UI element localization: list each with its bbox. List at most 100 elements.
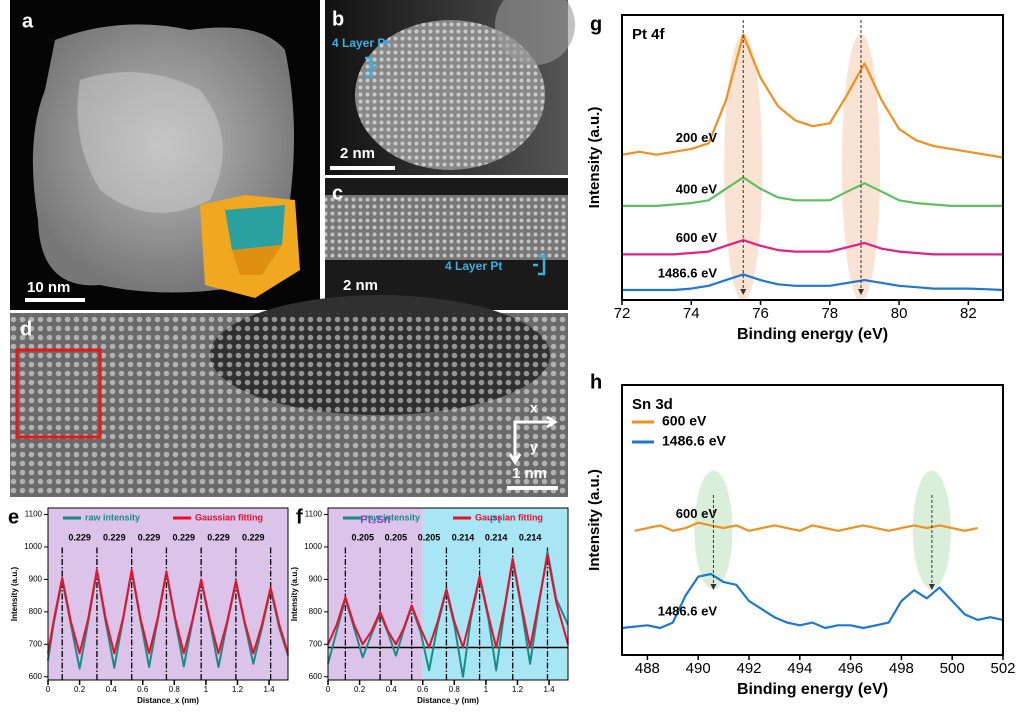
- series-line: [621, 572, 1004, 630]
- series-line: [622, 239, 1003, 256]
- series-label: 600 eV: [676, 230, 718, 245]
- spacing-label: 0.229: [173, 532, 196, 542]
- annotation: 4 Layer Pt: [332, 36, 389, 50]
- y-axis-label: Intensity (a.u.): [586, 107, 603, 209]
- panel-label: h: [590, 371, 602, 393]
- panel-label: a: [22, 10, 34, 32]
- x-tick-label: 1: [484, 685, 489, 694]
- legend-label: Gaussian fitting: [195, 512, 263, 522]
- y-axis-label: Intensity (a.u.): [586, 469, 603, 571]
- legend-label: raw intensity: [85, 512, 140, 522]
- spacing-label: 0.214: [485, 532, 508, 542]
- plot-frame: [47, 507, 289, 681]
- x-tick-label: 492: [736, 660, 761, 677]
- spacing-label: 0.229: [103, 532, 126, 542]
- spacing-label: 0.229: [138, 532, 161, 542]
- spacing-label: 0.214: [452, 532, 475, 542]
- y-tick-label: 600: [309, 672, 323, 681]
- x-tick-label: 82: [960, 305, 977, 322]
- y-axis-label: Intensity (a.u.): [10, 567, 19, 622]
- panel-d: d x y 1 nm: [10, 295, 568, 497]
- x-tick-label: 500: [940, 660, 965, 677]
- scale-bar-label: 2 nm: [340, 145, 375, 162]
- y-tick-label: 800: [29, 607, 43, 616]
- x-tick-label: 490: [686, 660, 711, 677]
- x-tick-label: 0.8: [169, 685, 181, 694]
- x-tick-label: 80: [891, 305, 908, 322]
- panel-label: e: [8, 506, 19, 528]
- x-tick-label: 72: [614, 305, 631, 322]
- plot-frame: [621, 14, 1004, 301]
- y-tick-label: 1000: [24, 542, 42, 551]
- region: [328, 508, 423, 680]
- x-tick-label: 0.4: [106, 685, 118, 694]
- series-label: 600 eV: [676, 506, 718, 521]
- x-tick-label: 494: [787, 660, 812, 677]
- chart: e 0.229 0.229 0.229 0.229 0.229 0.229 raw inten…: [8, 506, 289, 705]
- x-axis-label: Binding energy (eV): [737, 326, 888, 343]
- legend-label: Gaussian fitting: [475, 512, 543, 522]
- x-tick-label: 1.4: [543, 685, 555, 694]
- plot-frame: [327, 507, 569, 681]
- x-tick-label: 0: [326, 685, 331, 694]
- series-line: [327, 554, 569, 649]
- arrow-head: [857, 289, 864, 295]
- panel-label: b: [332, 8, 344, 30]
- x-tick-label: 502: [990, 660, 1015, 677]
- series-line: [621, 33, 1004, 159]
- axis-label: x: [530, 400, 538, 416]
- y-tick-label: 1000: [304, 542, 322, 551]
- panel-c: c 4 Layer Pt 2 nm: [325, 178, 568, 310]
- x-tick-label: 0: [46, 685, 51, 694]
- series-line: [622, 176, 1003, 207]
- series-label: 200 eV: [676, 130, 718, 145]
- series-line: [622, 273, 1004, 292]
- panel-label: g: [590, 13, 602, 35]
- model-cube: [200, 195, 300, 298]
- arrow-head: [740, 289, 747, 295]
- spacing-label: 0.205: [418, 532, 441, 542]
- y-tick-label: 700: [29, 639, 43, 648]
- spacing-label: 0.229: [207, 532, 230, 542]
- chart: g 200 eV 400 eV 600 eV 1486.6 eV Pt 4f 72 74 76 7…: [586, 13, 1004, 343]
- legend-label: raw intensity: [365, 512, 420, 522]
- spacing-label: 0.214: [519, 532, 542, 542]
- arrow-head: [928, 584, 935, 590]
- x-tick-label: 1.4: [263, 685, 275, 694]
- panel-label: c: [332, 182, 343, 204]
- panel-b: b 4 Layer Pt 2 nm: [325, 0, 575, 175]
- x-tick-label: 0.4: [386, 685, 398, 694]
- y-tick-label: 800: [309, 607, 323, 616]
- y-tick-label: 600: [29, 672, 43, 681]
- y-tick-label: 1100: [25, 510, 43, 519]
- x-axis-label: Binding energy (eV): [737, 681, 888, 698]
- x-tick-label: 1.2: [512, 685, 524, 694]
- annotation: 4 Layer Pt: [445, 259, 502, 273]
- chart: h 600 eV 1486.6 eV 600 eV 1486.6 eV Sn 3d 488 4…: [586, 371, 1016, 698]
- series-line: [47, 568, 289, 655]
- x-tick-label: 78: [821, 305, 838, 322]
- panel-label: f: [296, 506, 303, 528]
- spacing-label: 0.205: [351, 532, 374, 542]
- x-tick-label: 498: [889, 660, 914, 677]
- arrow-head: [710, 584, 717, 590]
- y-axis-label: Intensity (a.u.): [290, 567, 299, 622]
- y-tick-label: 900: [29, 575, 43, 584]
- x-tick-label: 488: [635, 660, 660, 677]
- x-tick-label: 0.8: [449, 685, 461, 694]
- series-label: 1486.6 eV: [658, 265, 718, 280]
- plot-background: [48, 508, 288, 680]
- legend-label: 1486.6 eV: [662, 433, 726, 449]
- x-tick-label: 1: [204, 685, 209, 694]
- region-label: Pt₃Sn: [360, 514, 390, 526]
- region-label: Pt: [490, 514, 501, 526]
- x-tick-label: 1.2: [232, 685, 244, 694]
- spacing-label: 0.229: [68, 532, 91, 542]
- x-tick-label: 74: [683, 305, 700, 322]
- x-tick-label: 0.2: [74, 685, 86, 694]
- plot-frame: [621, 384, 1004, 656]
- x-tick-label: 0.6: [137, 685, 149, 694]
- scale-bar-label: 1 nm: [512, 465, 547, 482]
- panel-a: a 10 nm: [10, 0, 320, 310]
